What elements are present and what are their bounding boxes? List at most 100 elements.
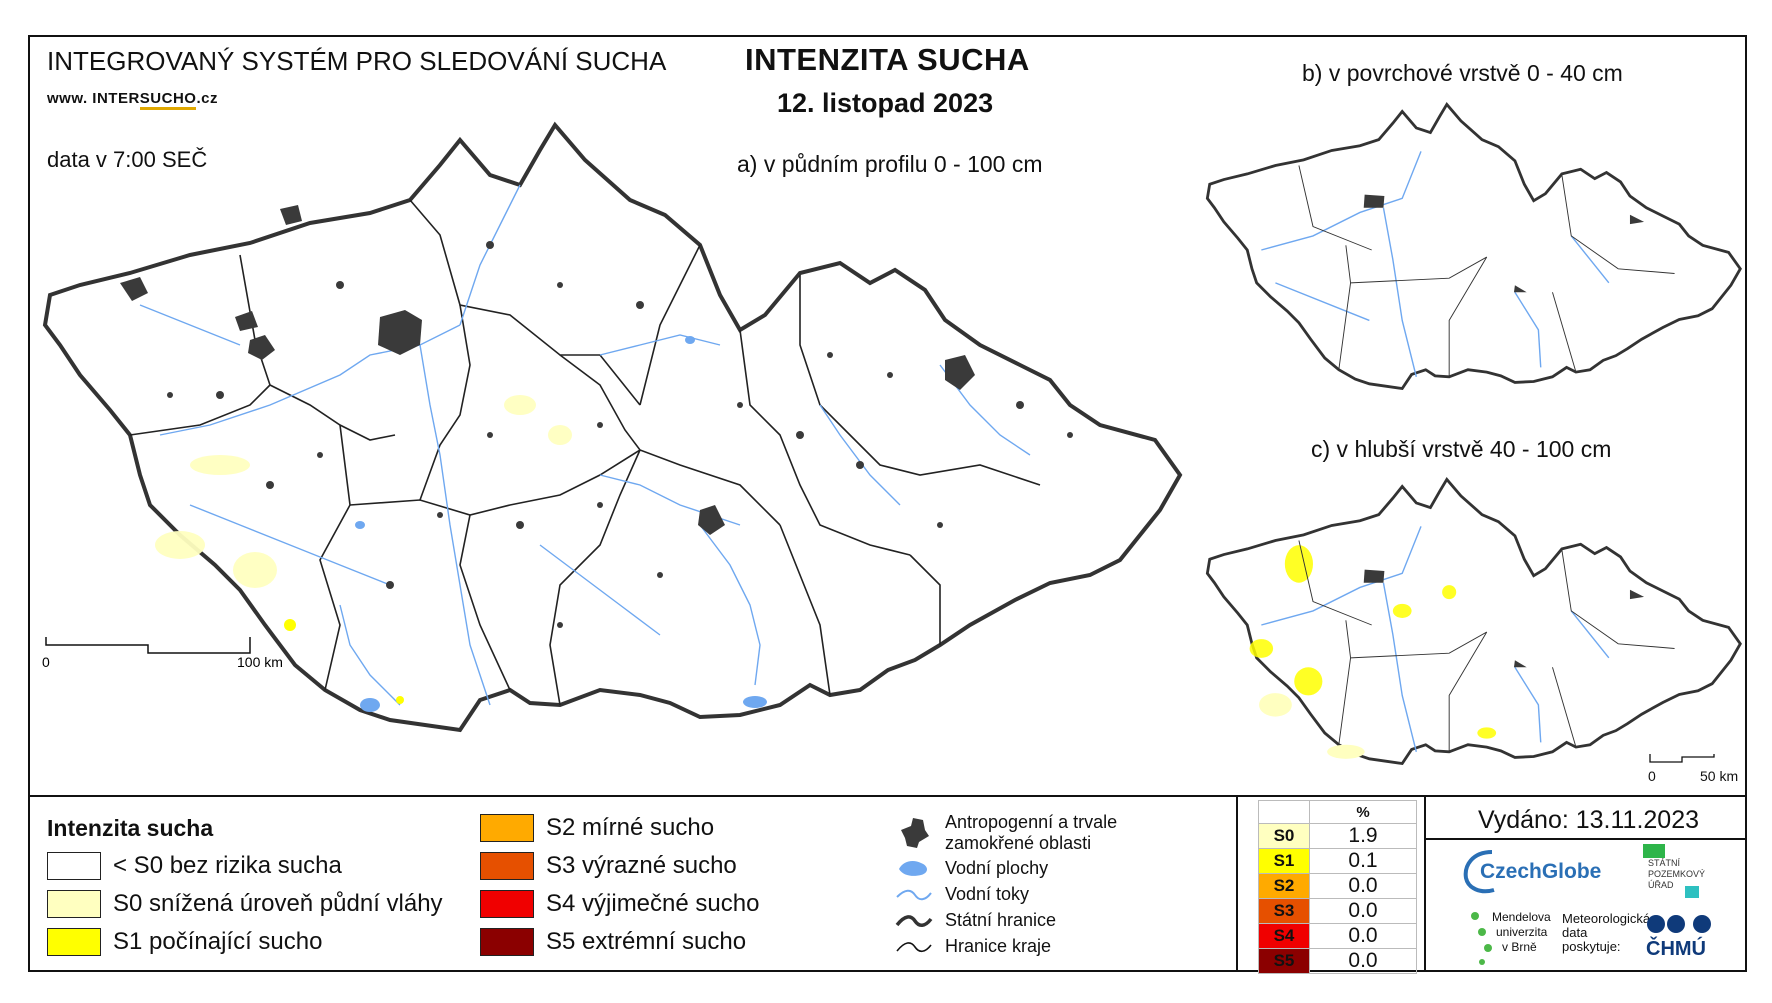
spu-logo: STÁTNÍ POZEMKOVÝ ÚŘAD: [1648, 858, 1705, 891]
legend-item-s1: S1 počínající sucho: [47, 928, 322, 956]
spu-logo-icon: [1643, 844, 1665, 858]
main-date: 12. listopad 2023: [777, 88, 994, 118]
legend-label: S1 počínající sucho: [113, 928, 323, 955]
meteo-data-note: Meteorologická data poskytuje:: [1562, 912, 1650, 954]
scale-small-end: 50 km: [1700, 768, 1739, 784]
legend-swatch: [480, 852, 534, 880]
urban-areas-a: [120, 205, 1073, 628]
website-prefix: www. INTER: [47, 90, 140, 107]
legend-item-s5: S5 extrémní sucho: [480, 928, 746, 956]
percent-row-s2: S2 0.0: [1258, 873, 1417, 899]
percent-class: S4: [1258, 923, 1310, 949]
percent-value: 0.0: [1309, 923, 1417, 949]
legend-label: < S0 bez rizika sucha: [113, 852, 342, 879]
mendelu-line3: v Brně: [1502, 940, 1537, 954]
legend-item-s2: S2 mírné sucho: [480, 814, 714, 842]
legend-swatch: [47, 890, 101, 918]
scale-main-end: 100 km: [237, 654, 283, 670]
issued-divider: [1426, 838, 1746, 840]
legend-divider: [28, 795, 1747, 797]
meteo-line1: Meteorologická: [1562, 911, 1651, 926]
legend-item-s0: S0 snížená úroveň půdní vláhy: [47, 890, 443, 918]
water-areas-label: Vodní plochy: [945, 857, 1049, 878]
legend-label: S2 mírné sucho: [546, 814, 715, 841]
scale-main-start: 0: [42, 654, 50, 670]
scale-bar-small: [1649, 754, 1715, 763]
percent-row-s5: S5 0.0: [1258, 948, 1417, 974]
percent-class: S1: [1258, 848, 1310, 874]
map-c-label: c) v hlubší vrstvě 40 - 100 cm: [1311, 436, 1612, 462]
legend-label: S4 výjimečné sucho: [546, 890, 760, 917]
legend-swatch: [480, 890, 534, 918]
mendelu-logo: Mendelova univerzita v Brně: [1492, 910, 1551, 955]
meteo-line3: poskytuje:: [1562, 939, 1621, 954]
chmu-logo: ČHMÚ: [1646, 938, 1706, 960]
website-mid: SUCHO: [139, 90, 197, 110]
mendelu-line2: univerzita: [1496, 925, 1548, 939]
region-border-label: Hranice kraje: [945, 936, 1052, 956]
state-border-a: [43, 123, 1182, 732]
meteo-line2: data: [1562, 925, 1588, 940]
percent-class: S0: [1258, 823, 1310, 849]
website-link[interactable]: www. INTERSUCHO.cz: [47, 90, 218, 110]
anthropogenic-line1: Antropogenní a trvale: [945, 812, 1118, 832]
spu-line1: STÁTNÍ: [1648, 858, 1681, 868]
map-b: [1205, 103, 1742, 390]
system-title: INTEGROVANÝ SYSTÉM PRO SLEDOVÁNÍ SUCHA: [47, 46, 667, 76]
percent-row-s1: S1 0.1: [1258, 848, 1417, 874]
map-a-label: a) v půdním profilu 0 - 100 cm: [737, 151, 1043, 177]
chmu-logo-icon: [1647, 915, 1711, 933]
legend-label: S5 extrémní sucho: [546, 928, 747, 955]
website-suffix: .cz: [196, 90, 218, 107]
mendelu-line1: Mendelova: [1492, 910, 1551, 924]
legend-label: S0 snížená úroveň půdní vláhy: [113, 890, 443, 917]
percent-row-s4: S4 0.0: [1258, 923, 1417, 949]
state-border-label: Státní hranice: [945, 910, 1057, 930]
spu-line3: ÚŘAD: [1648, 880, 1674, 890]
legend-item-s4: S4 výjimečné sucho: [480, 890, 759, 918]
issued-date: Vydáno: 13.11.2023: [1478, 806, 1700, 834]
map-a: 0 100 km: [42, 123, 1182, 732]
legend-anthropogenic: Antropogenní a trvale zamokřené oblasti: [895, 812, 1117, 854]
water-streams-label: Vodní toky: [945, 884, 1030, 904]
legend-label: S3 výrazné sucho: [546, 852, 737, 879]
percent-table: % S0 1.9 S1 0.1 S2 0.0 S3 0.0 S4 0.0 S5 …: [1258, 800, 1417, 974]
state-border-icon: [895, 914, 933, 927]
legend-item-s3: S3 výrazné sucho: [480, 852, 737, 880]
legend-region-border: Hranice kraje: [895, 936, 1051, 957]
percent-value: 0.0: [1309, 898, 1417, 924]
data-time: data v 7:00 SEČ: [47, 147, 208, 172]
percent-header-row: %: [1258, 800, 1417, 824]
legend-title: Intenzita sucha: [47, 815, 214, 841]
legend-water-streams: Vodní toky: [895, 884, 1029, 905]
legend-water-areas: Vodní plochy: [895, 857, 1048, 879]
legend-vdivider-1: [1236, 797, 1238, 972]
spu-line2: POZEMKOVÝ: [1648, 869, 1706, 879]
percent-header: %: [1309, 800, 1417, 824]
percent-row-s3: S3 0.0: [1258, 898, 1417, 924]
legend-swatch: [480, 814, 534, 842]
percent-value: 0.1: [1309, 848, 1417, 874]
anthropogenic-line2: zamokřené oblasti: [945, 833, 1092, 853]
water-bodies-a: [355, 336, 767, 712]
percent-class: S3: [1258, 898, 1310, 924]
anthropogenic-icon: [901, 818, 929, 848]
water-stream-icon: [896, 889, 932, 900]
legend-state-border: Státní hranice: [895, 910, 1056, 931]
percent-class: S5: [1258, 948, 1310, 974]
legend-item-below-s0: < S0 bez rizika sucha: [47, 852, 342, 880]
map-b-label: b) v povrchové vrstvě 0 - 40 cm: [1302, 60, 1623, 86]
map-c: [1205, 478, 1742, 765]
main-title: INTENZITA SUCHA: [745, 42, 1030, 77]
mendelu-logo-icon: [1471, 912, 1492, 965]
percent-value: 1.9: [1309, 823, 1417, 849]
scale-bar-main: [45, 637, 251, 654]
percent-class: S2: [1258, 873, 1310, 899]
spu-logo-accent: [1685, 886, 1699, 898]
region-borders-a: [129, 199, 1041, 706]
legend-vdivider-2: [1424, 797, 1426, 972]
percent-value: 0.0: [1309, 873, 1417, 899]
percent-value: 0.0: [1309, 948, 1417, 974]
s1-areas-a: [284, 619, 404, 704]
water-area-icon: [899, 861, 927, 876]
